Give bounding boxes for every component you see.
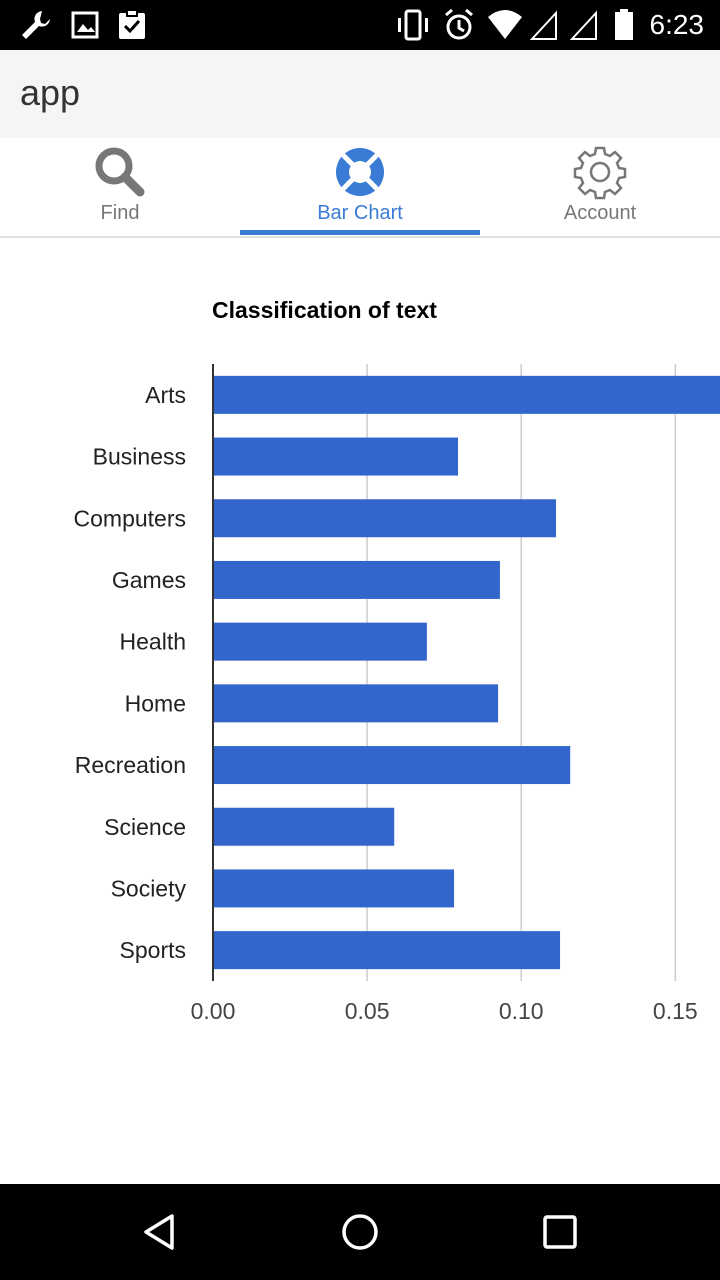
y-tick-label: Home [125, 690, 186, 716]
tab-label: Bar Chart [317, 202, 403, 224]
y-tick-label: Health [120, 629, 186, 655]
y-tick-label: Arts [145, 382, 186, 408]
bar [213, 437, 459, 476]
tab-label: Account [563, 202, 637, 224]
x-tick-label: 0.00 [191, 998, 236, 1024]
wrench-icon [22, 11, 50, 39]
bar [213, 499, 557, 538]
y-tick-label: Computers [74, 505, 186, 531]
status-time: 6:23 [649, 9, 705, 40]
app-bar: app [0, 50, 720, 138]
signal-icon [529, 10, 557, 40]
bar [213, 746, 571, 785]
bar-chart: Classification of text 0.00 0.05 0.10 0.15 Ar… [74, 297, 720, 1024]
tab-find[interactable]: Find [0, 138, 240, 236]
vibrate-icon [398, 9, 428, 41]
app-title: app [20, 72, 81, 113]
search-icon [95, 147, 145, 197]
tab-bar-chart[interactable]: Bar Chart [240, 138, 480, 236]
bar [213, 375, 720, 414]
signal-icon [569, 10, 597, 40]
x-tick-label: 0.10 [499, 998, 544, 1024]
navigation-bar [0, 1184, 720, 1280]
bar [213, 684, 499, 723]
active-tab-indicator [240, 230, 480, 235]
status-bar: 6:23 [0, 0, 720, 50]
gear-icon [573, 146, 627, 200]
tab-account[interactable]: Account [480, 138, 720, 236]
y-tick-label: Business [93, 444, 186, 470]
home-icon[interactable] [340, 1212, 380, 1252]
y-tick-label: Recreation [75, 752, 186, 778]
wifi-icon [488, 10, 522, 39]
chart-area: Classification of text 0.00 0.05 0.10 0.15 Ar… [0, 236, 720, 1184]
bar [213, 931, 561, 970]
image-icon [71, 11, 99, 39]
x-tick-label: 0.15 [653, 998, 698, 1024]
y-tick-label: Sports [120, 937, 186, 963]
recents-icon[interactable] [540, 1212, 580, 1252]
battery-icon [615, 9, 633, 40]
alarm-icon [445, 8, 473, 40]
x-tick-label: 0.05 [345, 998, 390, 1024]
bar [213, 622, 427, 661]
back-icon[interactable] [140, 1212, 180, 1252]
y-tick-label: Games [112, 567, 186, 593]
y-tick-label: Society [111, 875, 187, 901]
lifebuoy-icon [336, 148, 384, 196]
bar [213, 869, 455, 908]
tab-bar: Find Bar Chart Account [0, 138, 720, 238]
tab-label: Find [100, 202, 140, 224]
clipboard-check-icon [119, 9, 145, 39]
bar [213, 560, 500, 599]
y-tick-label: Science [104, 814, 186, 840]
chart-title: Classification of text [212, 297, 437, 323]
bar [213, 807, 395, 846]
